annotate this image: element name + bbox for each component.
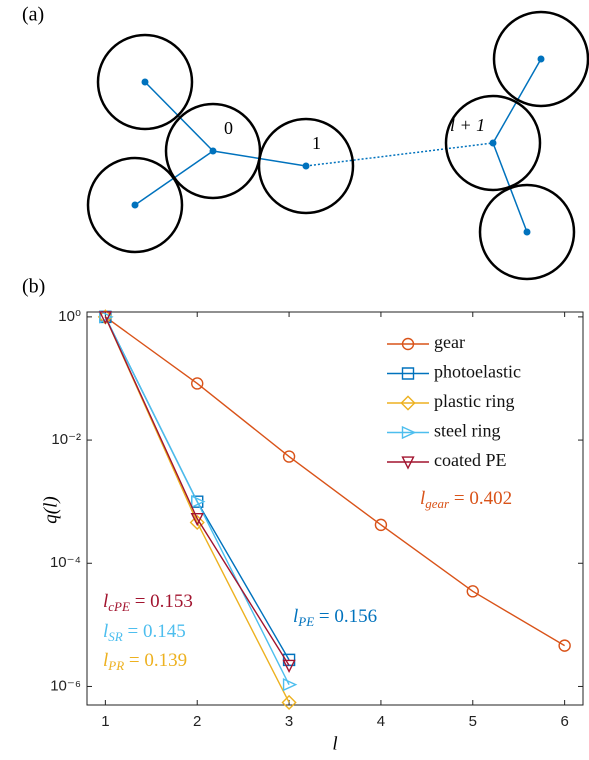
particle (164, 102, 262, 200)
x-axis-label: l (332, 733, 337, 754)
annotation-sub: PE (297, 614, 314, 629)
annotation-var: l (293, 606, 298, 627)
y-tick-label: 10⁻⁴ (50, 554, 81, 571)
center (537, 55, 545, 63)
y-tick-label: 10⁻² (51, 431, 81, 448)
series-line (104, 316, 290, 685)
node-label: 1 (312, 133, 321, 153)
annotation-var: l (103, 621, 108, 642)
particle (444, 94, 542, 192)
node-label: 0 (224, 118, 233, 138)
legend-label: plastic ring (434, 391, 514, 411)
particle (86, 156, 184, 254)
series-line (104, 316, 565, 647)
marker (466, 585, 479, 598)
marker (282, 450, 296, 463)
marker (401, 425, 417, 440)
annotation-sub: gear (425, 496, 450, 511)
plot-area (86, 311, 584, 706)
legend-label: photoelastic (434, 362, 521, 382)
marker (282, 659, 296, 673)
series (97, 309, 297, 711)
annotation-var: l (103, 591, 108, 612)
center (489, 139, 497, 147)
y-tick-label: 10⁰ (58, 308, 81, 325)
particle (257, 117, 355, 215)
marker (401, 337, 415, 351)
marker (191, 377, 204, 390)
series (99, 310, 571, 652)
center (131, 201, 139, 209)
particle (492, 10, 589, 108)
annotation: lgear = 0.402 (420, 488, 512, 511)
panel-label: (a) (22, 4, 44, 26)
x-tick-label: 3 (285, 713, 293, 730)
annotation-value: = 0.153 (130, 591, 193, 612)
annotation-value: = 0.156 (314, 606, 377, 627)
y-tick-label: 10⁻⁶ (50, 677, 81, 694)
marker (401, 456, 415, 470)
x-tick-label: 4 (377, 713, 385, 730)
annotation-var: l (103, 650, 108, 671)
center (141, 78, 149, 86)
annotation: lPR = 0.139 (103, 650, 187, 673)
bond (305, 142, 494, 167)
panel-label: (b) (22, 276, 45, 298)
marker (281, 694, 297, 711)
x-tick-label: 5 (469, 713, 477, 730)
annotation: lPE = 0.156 (293, 606, 377, 629)
annotation-var: l (420, 488, 425, 509)
annotation: lcPE = 0.153 (103, 591, 193, 614)
legend-label: steel ring (434, 421, 500, 441)
marker (191, 495, 206, 509)
annotation-value: = 0.402 (449, 488, 512, 509)
center (209, 147, 217, 155)
particle (478, 183, 576, 281)
center (523, 228, 531, 236)
x-tick-label: 6 (560, 713, 568, 730)
node-label: l + 1 (450, 115, 485, 135)
annotation: lSR = 0.145 (103, 621, 186, 644)
series (98, 311, 296, 673)
marker (189, 514, 205, 531)
annotation-value: = 0.139 (124, 650, 187, 671)
marker (282, 678, 298, 692)
x-tick-label: 1 (101, 713, 109, 730)
x-tick-label: 2 (193, 713, 201, 730)
marker (558, 639, 571, 652)
legend-label: gear (434, 332, 465, 352)
marker (401, 367, 415, 380)
annotation-sub: cPE (108, 599, 130, 614)
series-line (104, 316, 290, 666)
y-axis-label: q(l) (40, 496, 61, 523)
marker (98, 311, 113, 325)
center (302, 162, 310, 170)
annotation-sub: PR (107, 658, 124, 673)
bond (144, 81, 214, 152)
annotation-sub: SR (108, 629, 123, 644)
diagram: 0 1 l + 1 (86, 10, 589, 281)
marker (190, 513, 204, 527)
particle (96, 33, 194, 131)
marker (400, 395, 416, 411)
legend-box (379, 326, 578, 482)
annotation-value: = 0.145 (123, 621, 186, 642)
legend-label: coated PE (434, 450, 506, 470)
series-line (104, 316, 290, 703)
marker (374, 518, 388, 532)
bond (492, 58, 542, 144)
